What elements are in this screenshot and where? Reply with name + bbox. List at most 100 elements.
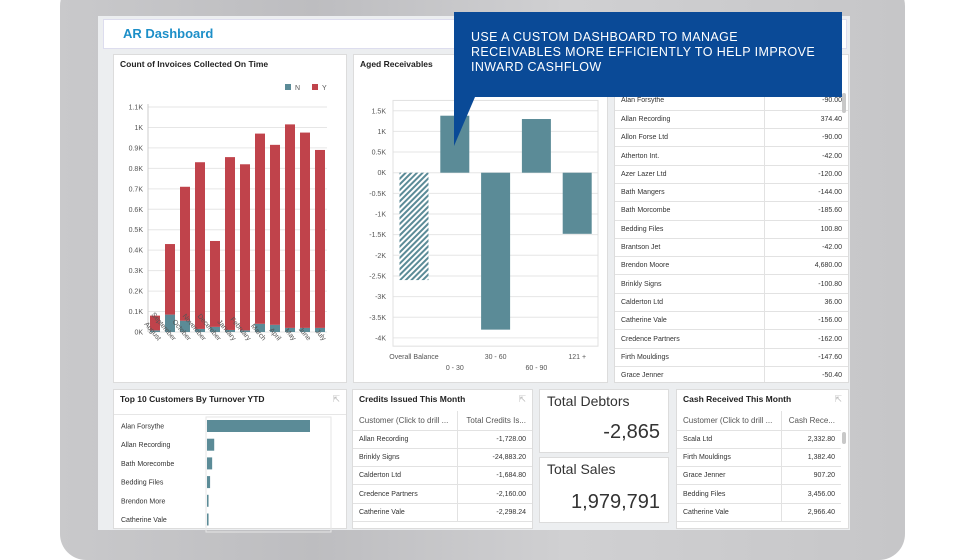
table-row[interactable]: Calderton Ltd -1,684.80 — [353, 466, 532, 486]
amount-cell: -185.60 — [764, 201, 848, 221]
y-tick-label: 0.6K — [129, 207, 144, 214]
total-sales-card: Total Sales 1,979,791 — [539, 457, 669, 523]
y-tick-label: 0.4K — [129, 248, 144, 255]
bar — [207, 457, 213, 470]
expand-icon[interactable]: ⇱ — [332, 394, 340, 404]
table-row[interactable]: Bath Mangers -144.00 — [615, 183, 848, 203]
table-row[interactable]: Brinkly Signs -24,883.20 — [353, 448, 532, 468]
cash-table: Customer (Click to drill ... Cash Rece...… — [677, 411, 841, 522]
table-row[interactable]: Bedding Files 100.80 — [615, 220, 848, 239]
table-row[interactable]: Atherton Int. -42.00 — [615, 146, 848, 166]
bar-y — [150, 315, 160, 331]
expand-icon[interactable]: ⇱ — [834, 394, 842, 404]
customer-cell[interactable]: Bath Morcombe — [615, 201, 765, 221]
table-row[interactable]: Credence Partners -2,160.00 — [353, 484, 532, 504]
table-row[interactable]: Brantson Jet -42.00 — [615, 238, 848, 258]
amount-cell: -42.00 — [764, 146, 848, 166]
page-title: AR Dashboard — [123, 26, 214, 41]
table-row[interactable]: Azer Lazer Ltd -120.00 — [615, 165, 848, 184]
bar-n — [195, 328, 205, 332]
table-row[interactable]: Bedding Files 3,456.00 — [677, 484, 841, 504]
callout-pointer — [454, 90, 478, 146]
table-row[interactable]: Brendon Moore 4,680.00 — [615, 256, 848, 276]
scrollbar[interactable] — [842, 432, 846, 444]
y-tick-label: 0.5K — [372, 150, 387, 157]
customer-cell[interactable]: Brendon Moore — [615, 256, 765, 276]
customer-cell[interactable]: Grace Jenner — [615, 366, 765, 382]
customer-cell[interactable]: Firth Mouldings — [677, 448, 781, 468]
amount-cell: 907.20 — [780, 466, 841, 486]
customer-cell[interactable]: Allan Recording — [353, 430, 458, 449]
customer-cell[interactable]: Allon Forse Ltd — [615, 128, 765, 148]
table-header: Customer (Click to drill ... Cash Rece... — [677, 411, 841, 431]
customer-cell[interactable]: Atherton Int. — [615, 146, 765, 166]
customer-cell[interactable]: Calderton Ltd — [615, 293, 765, 313]
scrollbar[interactable] — [842, 93, 846, 113]
expand-icon[interactable]: ⇱ — [518, 394, 526, 404]
column-header[interactable]: Customer (Click to drill ... — [353, 411, 458, 431]
customer-cell[interactable]: Grace Jenner — [677, 466, 781, 486]
panel-title: Cash Received This Month — [683, 394, 792, 404]
customer-cell[interactable]: Bedding Files — [677, 484, 781, 504]
customer-cell[interactable]: Catherine Vale — [615, 311, 765, 331]
bar — [207, 494, 209, 507]
customer-cell[interactable]: Bath Mangers — [615, 183, 765, 203]
bar-n — [240, 330, 250, 332]
table-row[interactable]: Catherine Vale -2,298.24 — [353, 503, 532, 522]
table-row[interactable]: Firth Mouldings -147.60 — [615, 348, 848, 367]
table-row[interactable]: Allan Recording 374.40 — [615, 110, 848, 130]
x-tick-label: 0 - 30 — [446, 365, 464, 372]
customer-cell[interactable]: Catherine Vale — [353, 503, 458, 522]
table-row[interactable]: Firth Mouldings 1,382.40 — [677, 448, 841, 468]
customer-cell[interactable]: Brinkly Signs — [353, 448, 458, 468]
table-row[interactable]: Catherine Vale 2,966.40 — [677, 503, 841, 522]
amount-cell: -90.00 — [764, 128, 848, 148]
customer-cell[interactable]: Brinkly Signs — [615, 274, 765, 294]
panel-title: Aged Receivables — [360, 59, 433, 69]
bar — [399, 172, 429, 281]
bar — [207, 438, 215, 451]
x-tick-label: 30 - 60 — [485, 354, 507, 361]
table-row[interactable]: Allan Recording -1,728.00 — [353, 430, 532, 449]
table-row[interactable]: Bath Morcombe -185.60 — [615, 201, 848, 221]
amount-cell: -162.00 — [764, 329, 848, 349]
table-row[interactable]: Scala Ltd 2,332.80 — [677, 430, 841, 449]
customer-cell[interactable]: Firth Mouldings — [615, 348, 765, 367]
bar-y — [210, 240, 220, 327]
y-tick-label: 0.5K — [129, 227, 144, 234]
customer-cell[interactable]: Bedding Files — [615, 220, 765, 239]
customer-cell[interactable]: Calderton Ltd — [353, 466, 458, 486]
customer-cell[interactable]: Scala Ltd — [677, 430, 781, 449]
customer-cell[interactable]: Brantson Jet — [615, 238, 765, 258]
customer-cell[interactable]: Credence Partners — [353, 484, 458, 504]
table-row[interactable]: Credence Partners -162.00 — [615, 329, 848, 349]
category-label: Bedding Files — [121, 480, 164, 487]
panel-title: Credits Issued This Month — [359, 394, 466, 404]
table-row[interactable]: Brinkly Signs -100.80 — [615, 274, 848, 294]
column-header[interactable]: Customer (Click to drill ... — [677, 411, 781, 431]
bar-y — [225, 157, 235, 330]
amount-cell: 100.80 — [764, 220, 848, 239]
table-row[interactable]: Catherine Vale -156.00 — [615, 311, 848, 331]
customer-cell[interactable]: Allan Recording — [615, 110, 765, 130]
customer-cell[interactable]: Azer Lazer Ltd — [615, 165, 765, 184]
column-header[interactable]: Cash Rece... — [780, 411, 841, 431]
bar-y — [300, 132, 310, 328]
bar-y — [240, 164, 250, 331]
table-row[interactable]: Calderton Ltd 36.00 — [615, 293, 848, 313]
column-header[interactable]: Total Credits Is... — [457, 411, 532, 431]
table-row[interactable]: Allon Forse Ltd -90.00 — [615, 128, 848, 148]
x-tick-label: 60 - 90 — [526, 365, 548, 372]
table-row[interactable]: Grace Jenner 907.20 — [677, 466, 841, 486]
customer-cell[interactable]: Catherine Vale — [677, 503, 781, 522]
customer-cell[interactable]: Credence Partners — [615, 329, 765, 349]
category-label: Allan Recording — [121, 442, 171, 449]
table-row[interactable]: Grace Jenner -50.40 — [615, 366, 848, 382]
y-tick-label: 0.7K — [129, 186, 144, 193]
legend-label: N — [295, 85, 300, 92]
bar-n — [315, 327, 325, 332]
category-label: Catherine Vale — [121, 517, 167, 524]
amount-cell: -1,684.80 — [457, 466, 532, 486]
category-label: Bath Morecombe — [121, 461, 174, 468]
bar — [207, 476, 211, 489]
